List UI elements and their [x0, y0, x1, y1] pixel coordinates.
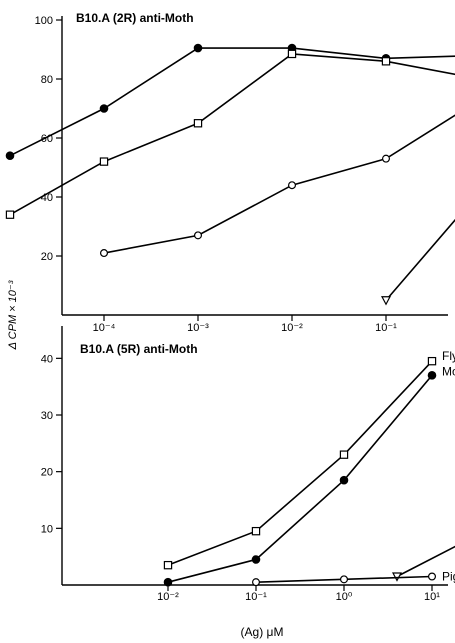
bottom-x-tick-label-4: 10¹ [424, 591, 440, 603]
y-axis-label: Δ CPM × 10⁻³ [7, 280, 19, 350]
bottom-series-pigeon: Pigeon [252, 570, 455, 587]
top-panel-title: B10.A (2R) anti-Moth [76, 11, 194, 25]
top-y-tick-label-20: 20 [41, 251, 53, 263]
bottom-moth-line [167, 374, 433, 583]
top-x-tick-label-4: 10⁻¹ [375, 322, 397, 334]
top-tuna-point-1 [381, 296, 391, 306]
bottom-pigeon-point-3 [428, 572, 437, 581]
bottom-panel-title: B10.A (5R) anti-Moth [80, 342, 198, 356]
top-tuna-line [385, 218, 455, 301]
bottom-series-fly: Fly [163, 349, 455, 570]
top-fly-point-5 [381, 57, 391, 66]
top-fly-point-3 [193, 119, 203, 128]
top-y-tick-label-100: 100 [35, 15, 53, 27]
bottom-y-tick-label-10: 10 [41, 523, 53, 535]
bottom-moth-point-4 [427, 371, 437, 380]
bottom-moth-point-1 [163, 577, 173, 587]
top-fly-line [9, 53, 455, 216]
bottom-x-tick-label-1: 10⁻² [157, 591, 179, 603]
top-moth-point-3 [193, 43, 203, 53]
bottom-series-label-moth: Moth [442, 364, 455, 378]
top-fly-point-1 [5, 210, 15, 219]
bottom-panel: 10 20 30 40 10⁻² 10⁻¹ 10⁰ 10¹ B10.A (5R) anti-Mo… [41, 326, 455, 639]
bottom-fly-point-1 [163, 560, 173, 570]
bottom-series-label-pigeon: Pigeon [442, 570, 455, 584]
bottom-moth-point-3 [339, 475, 349, 485]
bottom-tuna-line [396, 545, 455, 578]
top-fly-point-4 [287, 49, 297, 59]
top-x-tick-label-1: 10⁻⁴ [93, 322, 116, 334]
top-pigeon-point-3 [288, 181, 297, 190]
bottom-series-moth: Moth [163, 364, 455, 587]
top-fly-point-2 [99, 157, 109, 166]
top-x-tick-label-2: 10⁻³ [187, 322, 209, 334]
bottom-fly-point-2 [251, 526, 261, 536]
bottom-pigeon-point-2 [340, 575, 349, 584]
bottom-x-tick-label-3: 10⁰ [336, 591, 353, 603]
top-pigeon-point-4 [382, 154, 391, 163]
bottom-y-tick-label-40: 40 [41, 353, 53, 365]
top-moth-line [9, 47, 455, 157]
top-pigeon-line [103, 114, 455, 254]
top-series-fly: Fly [5, 49, 455, 219]
bottom-fly-point-3 [339, 450, 349, 459]
bottom-fly-point-4 [427, 356, 437, 366]
top-x-tick-label-3: 10⁻² [281, 322, 303, 334]
bottom-pigeon-point-1 [252, 578, 261, 587]
top-moth-point-2 [99, 104, 109, 113]
top-series-tuna: Tuna [381, 218, 455, 306]
bottom-series-label-fly: Fly [442, 349, 455, 363]
top-pigeon-point-2 [194, 231, 203, 240]
top-pigeon-point-1 [99, 249, 108, 258]
x-axis-label: (Ag) μM [241, 625, 284, 639]
top-moth-point-1 [5, 151, 15, 160]
bottom-y-tick-label-20: 20 [41, 467, 53, 479]
bottom-fly-line [167, 360, 433, 566]
bottom-tuna-point-1 [391, 572, 402, 582]
top-series-pigeon: Pigeon [99, 114, 455, 258]
bottom-moth-point-2 [251, 555, 261, 564]
bottom-x-tick-label-2: 10⁻¹ [245, 591, 267, 603]
bottom-y-tick-label-30: 30 [41, 410, 53, 422]
top-y-tick-label-80: 80 [41, 74, 53, 86]
bottom-series-tuna: Tuna [391, 545, 455, 582]
